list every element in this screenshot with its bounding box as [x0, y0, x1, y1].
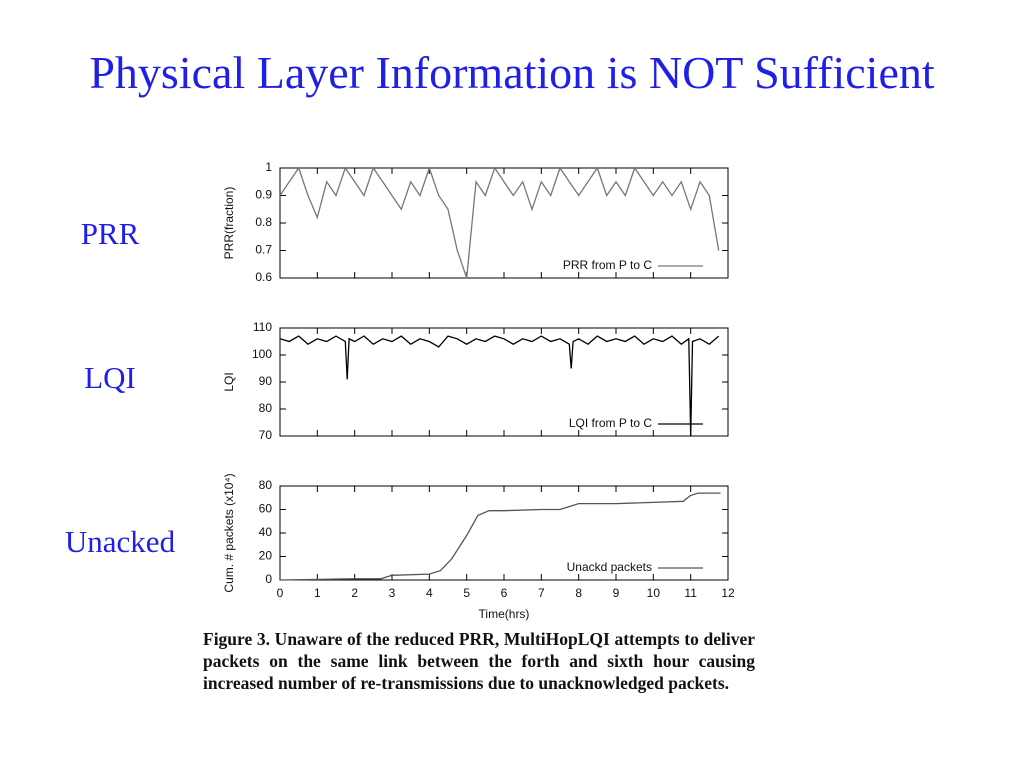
x-tick-label: 1 — [314, 586, 321, 600]
x-tick-label: 2 — [351, 586, 358, 600]
y-tick-label: 100 — [252, 347, 272, 361]
slide-title: Physical Layer Information is NOT Suffic… — [89, 47, 935, 98]
x-tick-label: 11 — [684, 586, 697, 600]
x-axis-label: Time(hrs) — [479, 607, 530, 621]
x-tick-label: 9 — [613, 586, 620, 600]
y-tick-label: 0.8 — [255, 215, 272, 229]
data-line — [279, 165, 720, 279]
legend-label: LQI from P to C — [569, 416, 652, 430]
y-tick-label: 80 — [259, 401, 273, 415]
y-tick-label: 110 — [253, 320, 272, 334]
data-line — [279, 492, 721, 581]
x-tick-label: 5 — [463, 586, 470, 600]
x-tick-label: 10 — [647, 586, 661, 600]
legend-label: Unackd packets — [567, 560, 652, 574]
y-tick-label: 0 — [265, 572, 272, 586]
y-tick-label: 60 — [259, 502, 273, 516]
x-tick-label: 0 — [277, 586, 284, 600]
legend-label: PRR from P to C — [563, 258, 652, 272]
y-tick-label: 0.7 — [255, 243, 272, 257]
x-tick-label: 6 — [501, 586, 508, 600]
plot-frame — [279, 485, 729, 581]
x-tick-label: 3 — [389, 586, 396, 600]
x-tick-label: 12 — [721, 586, 735, 600]
charts: 0.6 0.7 0.8 0.9 1 PRR(fraction) PRR from P to … — [222, 160, 735, 621]
y-tick-label: 90 — [259, 374, 273, 388]
row-label: PRR — [80, 216, 140, 251]
y-axis-label: PRR(fraction) — [222, 187, 236, 260]
y-axis-label: LQI — [222, 372, 236, 391]
y-tick-label: 40 — [259, 525, 273, 539]
row-label: LQI — [84, 360, 136, 395]
x-tick-label: 8 — [575, 586, 582, 600]
y-tick-label: 0.9 — [255, 188, 272, 202]
plot-frame — [279, 327, 729, 437]
x-tick-label: 7 — [538, 586, 545, 600]
figure-caption: Figure 3. Unaware of the reduced PRR, Mu… — [203, 629, 755, 693]
row-label: Unacked — [64, 524, 176, 559]
y-tick-label: 0.6 — [255, 270, 272, 284]
y-tick-label: 70 — [259, 428, 273, 442]
x-tick-label: 4 — [426, 586, 433, 600]
y-tick-label: 80 — [259, 478, 273, 492]
y-tick-label: 1 — [265, 160, 272, 174]
y-axis-label: Cum. # packets (x10⁴) — [222, 473, 236, 592]
data-line — [279, 335, 720, 437]
y-tick-label: 20 — [259, 549, 273, 563]
